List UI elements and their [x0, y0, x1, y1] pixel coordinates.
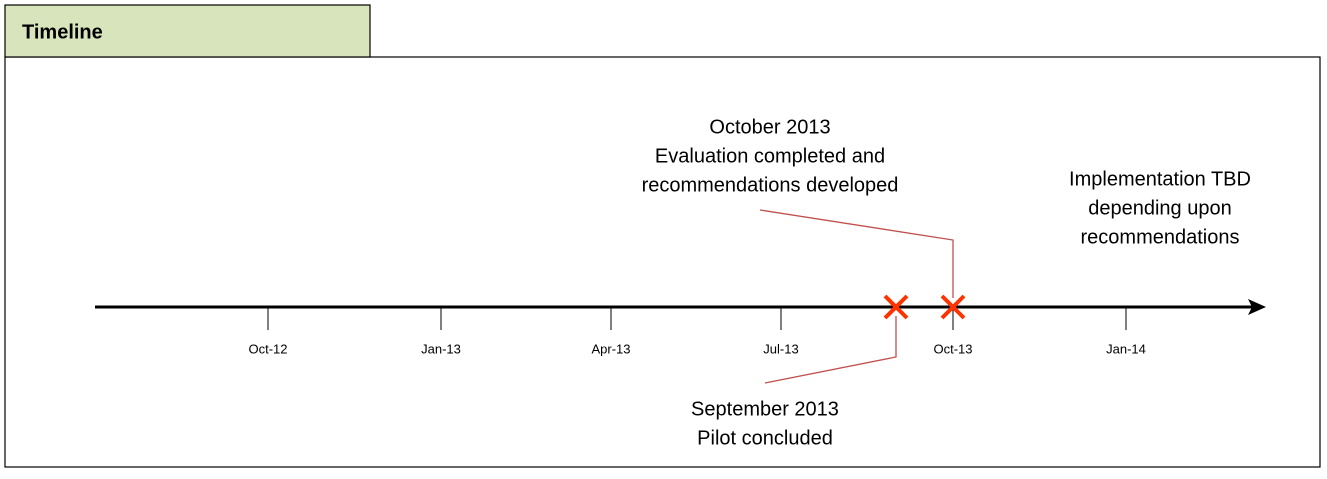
event-label: Evaluation completed and — [655, 145, 885, 167]
event-label: recommendations — [1081, 226, 1240, 248]
tab-title: Timeline — [22, 21, 103, 43]
event-label: Implementation TBD — [1069, 168, 1251, 190]
event-label: depending upon — [1088, 197, 1231, 219]
marker — [883, 294, 909, 320]
tick-label: Apr-13 — [591, 341, 630, 356]
tick-label: Jul-13 — [763, 341, 798, 356]
callout-line — [764, 316, 897, 384]
tick-label: Oct-13 — [933, 341, 972, 356]
tick-label: Jan-13 — [421, 341, 461, 356]
marker — [940, 294, 966, 320]
panel — [4, 56, 1321, 468]
callout-line — [759, 209, 954, 298]
event-label: September 2013 — [691, 398, 839, 420]
axis-arrow — [1248, 299, 1266, 315]
tick-label: Jan-14 — [1106, 341, 1146, 356]
tick-label: Oct-12 — [248, 341, 287, 356]
event-label: October 2013 — [709, 116, 830, 138]
event-label: recommendations developed — [642, 174, 899, 196]
tab — [4, 4, 371, 58]
event-label: Pilot concluded — [697, 427, 833, 449]
